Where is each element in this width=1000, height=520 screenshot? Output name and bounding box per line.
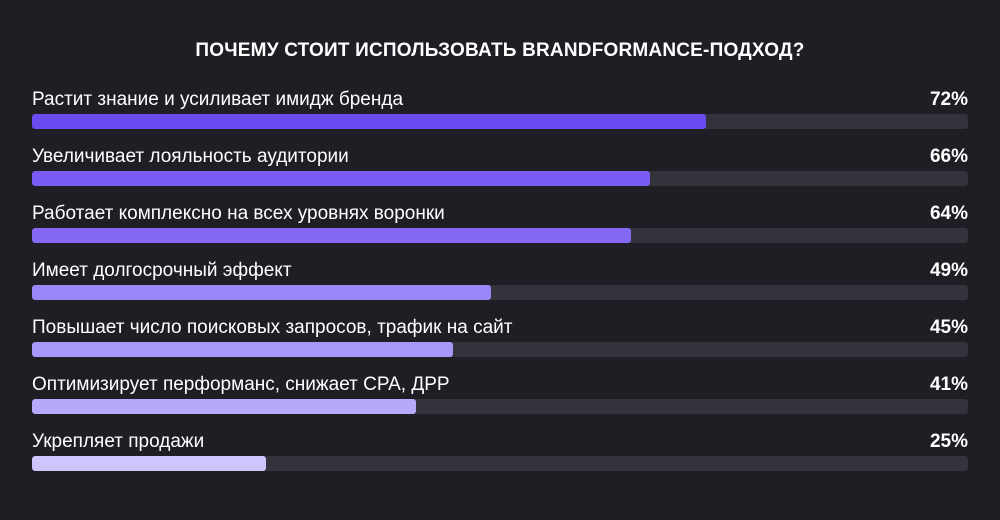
bar-row: Повышает число поисковых запросов, трафи… (32, 316, 968, 373)
bar-value-label: 49% (929, 260, 968, 281)
bar-rows: Растит знание и усиливает имидж бренда 72… (32, 88, 968, 487)
bar-row: Имеет долгосрочный эффект 49% (32, 259, 968, 316)
bar-row: Оптимизирует перформанс, снижает CPA, ДР… (32, 373, 968, 430)
chart-title: ПОЧЕМУ СТОИТ ИСПОЛЬЗОВАТЬ BRANDFORMANCE-… (195, 40, 805, 61)
bar-track (32, 114, 968, 129)
bar-track (32, 456, 968, 471)
bar-label: Укрепляет продажи (32, 431, 205, 452)
bar (32, 171, 650, 186)
bar (32, 285, 491, 300)
bar-value-label: 72% (929, 89, 968, 110)
bar-value-label: 41% (929, 374, 968, 395)
bar-label: Оптимизирует перформанс, снижает CPA, ДР… (32, 374, 450, 395)
bar-row: Растит знание и усиливает имидж бренда 72… (32, 88, 968, 145)
bar (32, 114, 706, 129)
bar (32, 342, 454, 357)
bar-track (32, 228, 968, 243)
bar (32, 228, 632, 243)
bar-track (32, 399, 968, 414)
bar-label: Работает комплексно на всех уровнях воро… (32, 203, 445, 224)
bar-track (32, 285, 968, 300)
bar (32, 456, 266, 471)
bar-row: Работает комплексно на всех уровнях воро… (32, 202, 968, 259)
bar-label: Увеличивает лояльность аудитории (32, 146, 349, 167)
bar-value-label: 64% (929, 203, 968, 224)
bar-row: Увеличивает лояльность аудитории 66% (32, 145, 968, 202)
bar-track (32, 342, 968, 357)
bar-value-label: 25% (929, 431, 968, 452)
bar-label: Имеет долгосрочный эффект (32, 260, 292, 281)
bar-label: Растит знание и усиливает имидж бренда (32, 89, 404, 110)
bar-label: Повышает число поисковых запросов, трафи… (32, 317, 513, 338)
bar-value-label: 66% (929, 146, 968, 167)
bar-value-label: 45% (929, 317, 968, 338)
bar (32, 399, 416, 414)
bar-track (32, 171, 968, 186)
bar-row: Укрепляет продажи 25% (32, 430, 968, 487)
